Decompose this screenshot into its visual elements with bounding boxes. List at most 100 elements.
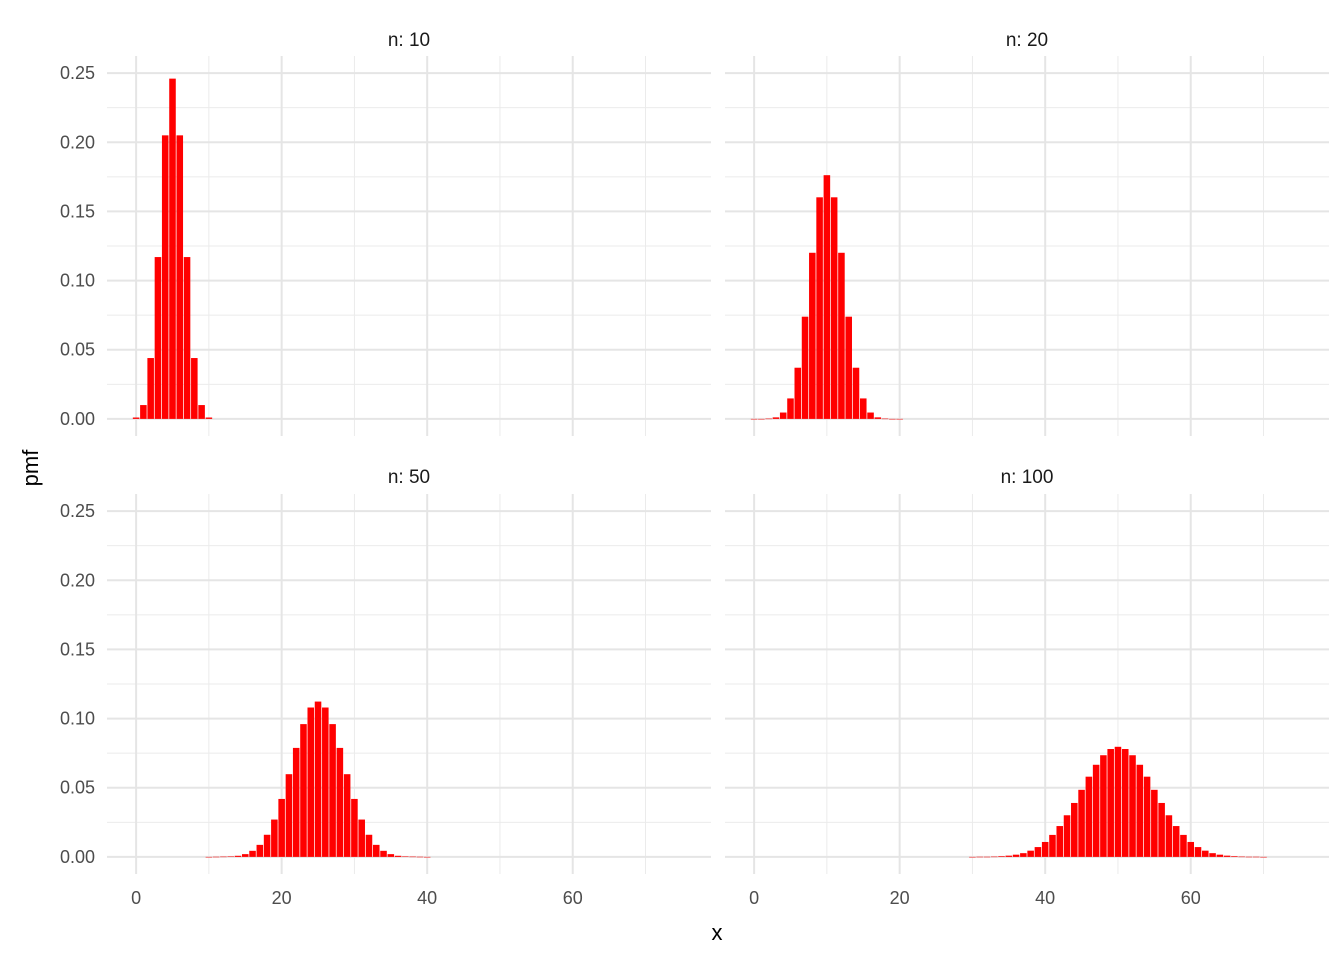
bar: [394, 855, 402, 857]
x-tick-label: 0: [131, 888, 141, 908]
y-tick-label: 0.00: [60, 409, 95, 429]
bar: [380, 850, 387, 857]
bar: [830, 197, 838, 419]
bar: [787, 398, 794, 419]
bar: [198, 405, 205, 419]
bar: [1049, 834, 1056, 857]
bar: [132, 417, 140, 419]
bar: [241, 854, 249, 857]
bar: [351, 798, 358, 857]
bar: [1187, 841, 1195, 857]
bar: [191, 358, 198, 419]
bar: [205, 856, 213, 858]
bar: [365, 834, 373, 857]
facet-panels: n: 10 0.00 0.05 0.10 0.15 0.20 0.25 n: 20 n: 50 0…: [60, 30, 1329, 908]
y-tick-label: 0.20: [60, 132, 95, 152]
bar: [285, 774, 293, 857]
bar: [161, 135, 169, 419]
bar: [336, 747, 344, 857]
bar: [314, 701, 322, 857]
bar: [234, 855, 242, 857]
bar: [823, 175, 831, 419]
bar: [1216, 854, 1224, 857]
bar: [1056, 826, 1064, 857]
bar: [1172, 826, 1180, 857]
y-tick-label: 0.05: [60, 778, 95, 798]
bar: [1231, 856, 1238, 857]
bar: [256, 844, 264, 857]
bar: [329, 724, 336, 857]
bar: [765, 418, 772, 420]
facet-panel-1: n: 10 0.00 0.05 0.10 0.15 0.20 0.25: [60, 30, 711, 436]
bar: [1209, 853, 1216, 857]
bar: [1034, 847, 1042, 857]
bar: [1071, 802, 1078, 857]
bar: [1194, 847, 1202, 857]
x-tick-label: 40: [417, 888, 437, 908]
x-tick-label: 20: [272, 888, 292, 908]
facet-panel-3: n: 50 0.00 0.05 0.10 0.15 0.20 0.25 0 20 40 60: [60, 467, 711, 908]
bar: [322, 707, 329, 857]
bar: [343, 774, 351, 857]
bar: [1202, 850, 1209, 857]
bar: [300, 724, 307, 857]
y-tick-label: 0.10: [60, 709, 95, 729]
bar: [1151, 789, 1158, 857]
bar: [1245, 856, 1253, 858]
bar: [140, 405, 147, 419]
bar: [154, 257, 162, 419]
facet-strip-label: n: 20: [1006, 30, 1048, 51]
y-tick-label: 0.05: [60, 340, 95, 360]
bar: [845, 316, 852, 419]
x-tick-label: 0: [749, 888, 759, 908]
bar: [1238, 856, 1245, 858]
bar: [976, 856, 983, 858]
bar: [1085, 776, 1093, 857]
bar: [409, 856, 416, 858]
x-axis-title: x: [712, 920, 723, 945]
bar: [859, 398, 867, 419]
y-tick-label: 0.25: [60, 63, 95, 83]
bar: [402, 856, 409, 857]
bar: [852, 367, 860, 419]
bar: [372, 844, 380, 857]
bar: [990, 856, 998, 858]
bar: [169, 78, 176, 419]
bar: [1114, 746, 1122, 857]
bar: [896, 418, 903, 420]
bar: [1129, 755, 1136, 857]
bar: [249, 850, 256, 857]
bar: [307, 707, 315, 857]
x-tick-label: 60: [1181, 888, 1201, 908]
bar: [1078, 789, 1085, 857]
x-tick-label: 60: [563, 888, 583, 908]
bar: [1092, 764, 1100, 857]
bar: [772, 417, 780, 419]
bar: [416, 856, 424, 858]
bar: [1100, 755, 1107, 857]
bar: [271, 819, 278, 857]
bar: [881, 418, 889, 420]
bar: [1027, 850, 1034, 857]
bar: [874, 417, 882, 419]
bar: [801, 316, 809, 419]
bar: [176, 135, 184, 419]
x-tick-label: 20: [890, 888, 910, 908]
bar: [227, 856, 234, 857]
y-tick-label: 0.15: [60, 201, 95, 221]
bar: [809, 252, 816, 419]
bar: [998, 856, 1005, 857]
bar: [969, 856, 976, 858]
y-tick-label: 0.25: [60, 501, 95, 521]
bar: [758, 418, 765, 420]
bar: [205, 417, 213, 419]
bar: [358, 819, 365, 857]
bar: [183, 257, 191, 419]
bar: [1143, 776, 1151, 857]
bar: [263, 834, 271, 857]
bar: [867, 412, 874, 419]
bar: [1252, 856, 1260, 858]
bar: [1158, 802, 1165, 857]
y-tick-label: 0.10: [60, 271, 95, 291]
